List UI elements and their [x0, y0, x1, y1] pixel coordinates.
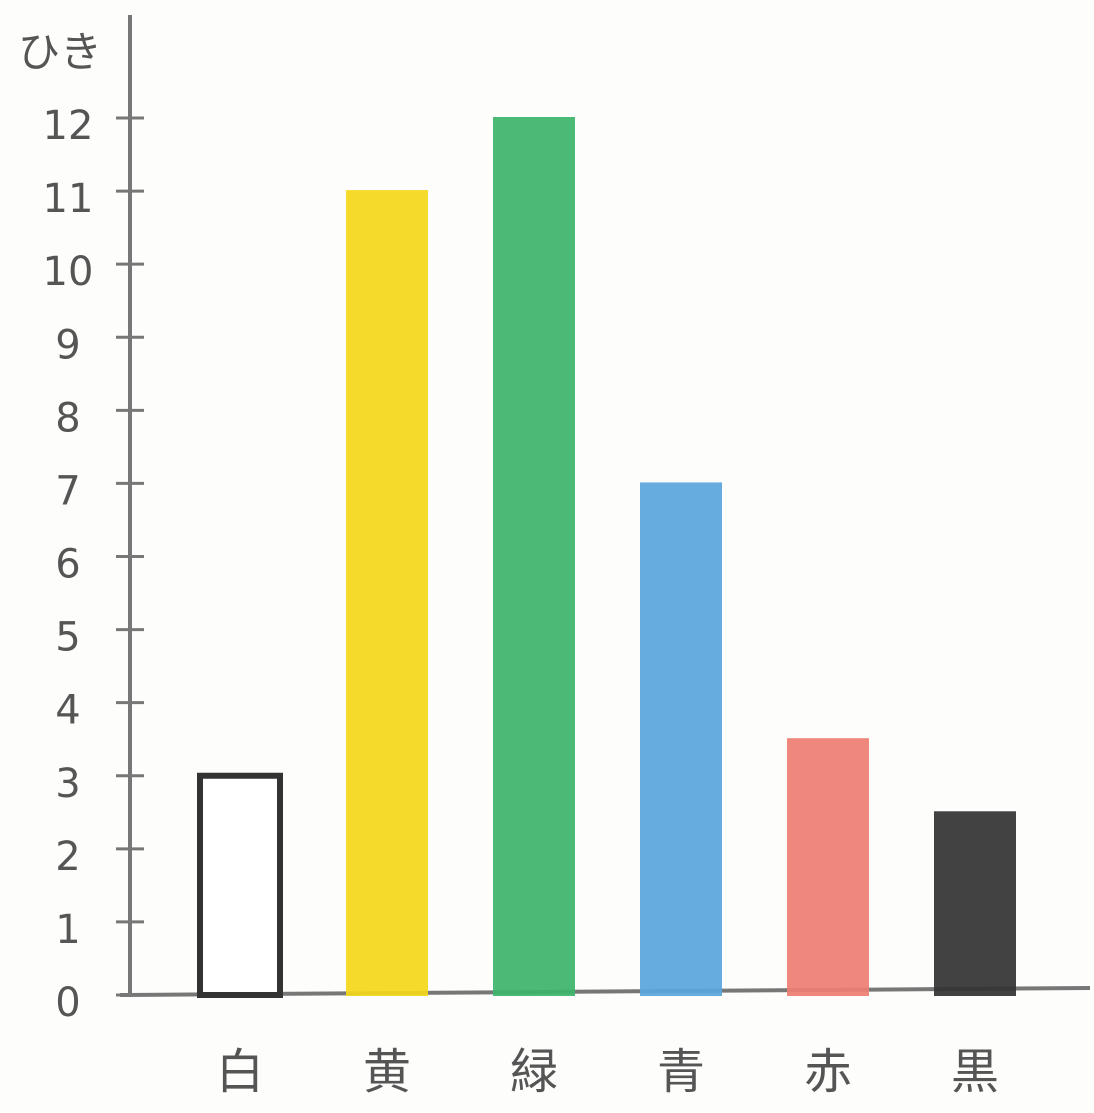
y-tick-label: 9: [55, 322, 80, 368]
y-tick-label: 11: [43, 176, 94, 222]
y-tick-label: 0: [55, 980, 80, 1026]
y-tick-label: 4: [55, 688, 80, 734]
y-tick-label: 10: [43, 249, 94, 295]
bar: [640, 482, 722, 996]
bar: [787, 738, 869, 996]
bar: [493, 117, 575, 996]
x-tick-label: 白: [216, 1044, 264, 1100]
y-tick-label: 3: [55, 761, 80, 807]
y-tick-label: 6: [55, 542, 80, 588]
y-tick-label: 12: [43, 103, 94, 149]
bar: [197, 772, 283, 998]
x-tick-label: 青: [657, 1044, 705, 1100]
y-tick-label: 5: [55, 615, 80, 661]
x-tick-label: 黄: [363, 1044, 411, 1100]
y-axis-label: ひき: [18, 28, 102, 77]
bar: [346, 190, 428, 997]
y-tick-label: 1: [55, 907, 80, 953]
bar: [934, 811, 1016, 997]
y-tick-label: 8: [55, 395, 80, 441]
x-tick-label: 黒: [951, 1044, 999, 1100]
x-tick-label: 赤: [804, 1044, 852, 1100]
x-tick-label: 緑: [510, 1044, 558, 1100]
y-tick-label: 2: [55, 834, 80, 880]
y-tick-label: 7: [55, 468, 80, 514]
